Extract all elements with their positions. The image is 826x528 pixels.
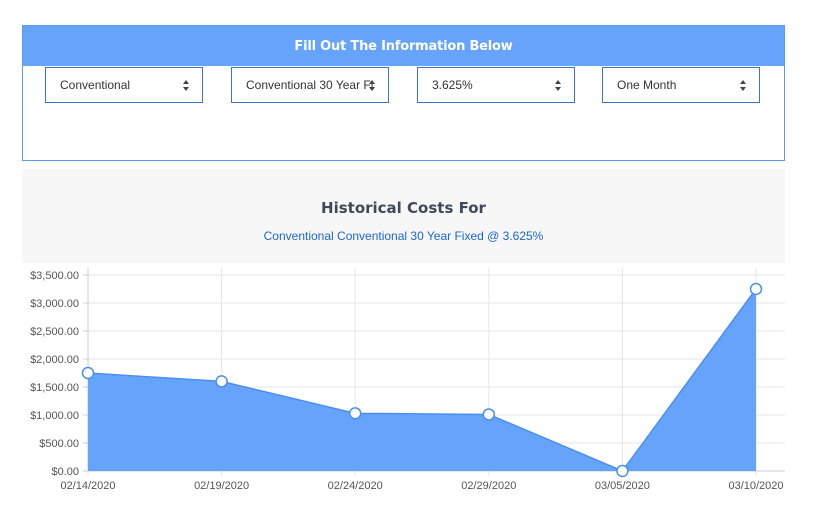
x-tick-label: 02/14/2020 [60, 480, 115, 492]
x-tick-label: 03/05/2020 [595, 480, 650, 492]
rate-value: 3.625% [432, 78, 473, 92]
loan-program-select[interactable]: Conventional 30 Year Fixed [231, 67, 389, 103]
rate-select[interactable]: 3.625% [417, 67, 575, 103]
y-tick-label: $3,000.00 [30, 298, 79, 310]
data-point [81, 366, 95, 380]
select-arrows-icon [740, 80, 746, 91]
y-tick-label: $2,000.00 [30, 354, 79, 366]
y-tick-label: $2,500.00 [30, 326, 79, 338]
chart-title: Historical Costs For [321, 199, 486, 217]
chart-header-panel: Historical Costs For Conventional Conven… [22, 169, 785, 263]
y-tick-label: $1,500.00 [30, 382, 79, 394]
chart-subtitle: Conventional Conventional 30 Year Fixed … [263, 229, 544, 243]
y-tick-label: $500.00 [39, 438, 79, 450]
y-tick-label: $0.00 [51, 466, 79, 478]
data-point [749, 282, 763, 296]
data-point [482, 408, 496, 421]
series-line [87, 288, 757, 472]
data-point [215, 375, 228, 388]
y-tick-label: $3,500.00 [30, 270, 79, 282]
x-tick-label: 02/19/2020 [194, 480, 249, 492]
loan-type-value: Conventional [60, 78, 131, 92]
y-tick-label: $1,000.00 [30, 410, 79, 422]
x-tick-label: 02/29/2020 [461, 480, 516, 492]
period-value: One Month [617, 78, 677, 92]
data-point [348, 407, 362, 420]
series-area [88, 289, 756, 471]
loan-type-select[interactable]: Conventional [45, 67, 203, 103]
x-tick-label: 03/10/2020 [728, 480, 783, 492]
x-tick-label: 02/24/2020 [328, 480, 383, 492]
data-point [616, 464, 629, 478]
select-arrows-icon [183, 80, 189, 91]
period-select[interactable]: One Month [602, 67, 760, 103]
loan-program-value: Conventional 30 Year Fixed [246, 78, 374, 92]
form-header: Fill Out The Information Below [23, 26, 784, 66]
select-arrows-icon [369, 80, 375, 91]
select-arrows-icon [555, 80, 561, 91]
